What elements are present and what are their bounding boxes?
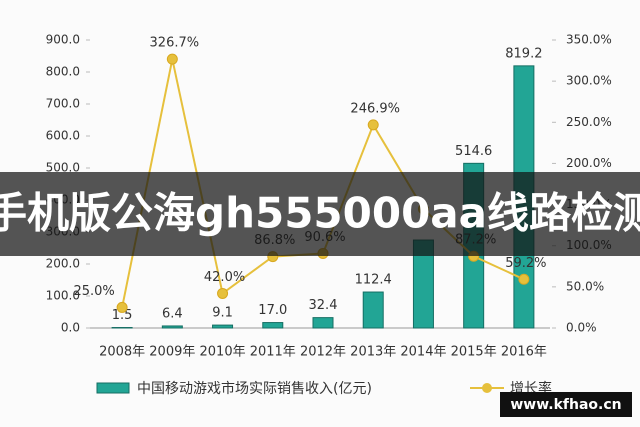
line-label: 25.0% <box>73 284 114 299</box>
bar-label: 9.1 <box>212 306 233 321</box>
legend-label: 中国移动游戏市场实际销售收入(亿元) <box>137 380 372 397</box>
x-tick-label: 2008年 <box>99 345 145 360</box>
bar <box>312 317 334 329</box>
x-tick-label: 2015年 <box>451 345 497 360</box>
line-label: 59.2% <box>505 256 546 271</box>
bar-label: 1.5 <box>112 308 133 323</box>
legend-swatch <box>96 382 130 394</box>
y-tick-label: 600.0 <box>46 129 80 143</box>
x-tick-label: 2010年 <box>200 345 246 360</box>
line-point <box>166 53 178 65</box>
bar-label: 819.2 <box>505 46 542 61</box>
bar-label: 6.4 <box>162 306 183 321</box>
bar-label: 32.4 <box>309 298 338 313</box>
bar-label: 112.4 <box>355 273 392 288</box>
y-tick-label: 800.0 <box>46 65 80 79</box>
watermark: www.kfhao.cn <box>510 397 621 413</box>
x-tick-label: 2013年 <box>350 345 396 360</box>
bar <box>212 324 234 329</box>
y2-tick-label: 0.0% <box>566 321 597 335</box>
y2-tick-label: 200.0% <box>566 156 612 170</box>
line-label: 246.9% <box>350 101 400 116</box>
x-tick-label: 2012年 <box>300 345 346 360</box>
line-point <box>367 119 379 131</box>
x-tick-label: 2009年 <box>149 345 195 360</box>
banner <box>0 172 640 256</box>
line-point <box>116 301 128 313</box>
y2-tick-label: 300.0% <box>566 74 612 88</box>
y-tick-label: 700.0 <box>46 97 80 111</box>
x-tick-label: 2011年 <box>250 345 296 360</box>
y-tick-label: 200.0 <box>46 257 80 271</box>
y-tick-label: 100.0 <box>46 289 80 303</box>
line-point <box>518 273 530 285</box>
y2-tick-label: 250.0% <box>566 115 612 129</box>
watermark-box <box>500 392 632 417</box>
line-point <box>217 287 229 299</box>
x-tick-label: 2016年 <box>501 345 547 360</box>
legend-swatch <box>482 383 492 393</box>
y-tick-label: 500.0 <box>46 161 80 175</box>
y2-tick-label: 350.0% <box>566 33 612 47</box>
bar-label: 514.6 <box>455 144 492 159</box>
bar <box>161 325 183 329</box>
bar <box>262 322 284 329</box>
line-label: 42.0% <box>204 270 245 285</box>
x-tick-label: 2014年 <box>400 345 446 360</box>
banner-text: 手机版公海gh555000aa线路检测 <box>0 189 640 238</box>
bar-label: 17.0 <box>258 303 287 318</box>
y-tick-label: 900.0 <box>46 33 80 47</box>
bar <box>362 291 384 329</box>
y-tick-label: 0.0 <box>61 321 80 335</box>
y2-tick-label: 50.0% <box>566 279 604 293</box>
line-label: 326.7% <box>150 36 200 51</box>
